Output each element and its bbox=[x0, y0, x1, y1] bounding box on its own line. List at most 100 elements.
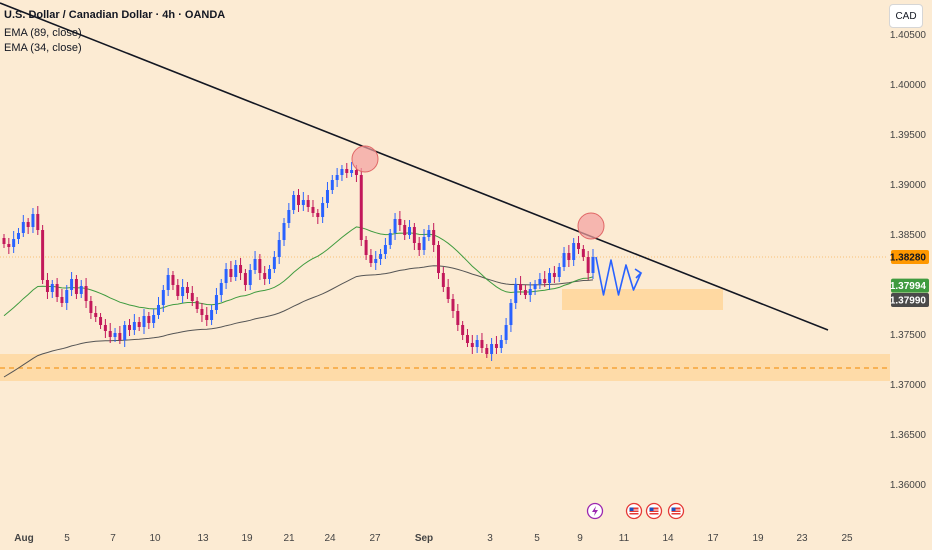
projected-path-arrow bbox=[595, 256, 642, 296]
candle bbox=[519, 284, 523, 290]
currency-button[interactable]: CAD bbox=[889, 4, 923, 28]
candle bbox=[156, 305, 160, 315]
price-tag bbox=[891, 250, 929, 264]
candle bbox=[45, 280, 49, 292]
candle bbox=[70, 279, 74, 290]
candle bbox=[451, 299, 455, 311]
flag-stripe bbox=[629, 509, 639, 511]
candle bbox=[393, 219, 397, 233]
candle bbox=[152, 315, 156, 323]
candle bbox=[41, 230, 45, 280]
flag-canton bbox=[629, 507, 634, 511]
candle bbox=[586, 257, 590, 273]
candle bbox=[306, 200, 310, 207]
x-tick-label: 19 bbox=[752, 533, 764, 544]
y-tick-label: 1.39500 bbox=[890, 130, 927, 141]
candle bbox=[292, 195, 296, 210]
candle bbox=[441, 273, 445, 287]
candle bbox=[350, 170, 354, 173]
target-zone bbox=[562, 289, 723, 310]
flag-canton bbox=[649, 507, 654, 511]
candle bbox=[581, 249, 585, 257]
ema-89-legend[interactable]: EMA (89, close) bbox=[4, 27, 82, 39]
y-tick-label: 1.37500 bbox=[890, 330, 927, 341]
ema-89-line bbox=[3, 265, 594, 378]
x-tick-label: 21 bbox=[283, 533, 295, 544]
candle bbox=[446, 287, 450, 299]
candle bbox=[340, 169, 344, 175]
x-tick-label: 14 bbox=[662, 533, 674, 544]
candle bbox=[74, 279, 78, 294]
candle bbox=[383, 245, 387, 254]
flash-glyph bbox=[592, 506, 598, 516]
price-tag bbox=[891, 293, 929, 307]
candle bbox=[118, 333, 122, 340]
candle bbox=[335, 175, 339, 180]
candle bbox=[461, 325, 465, 335]
candle bbox=[509, 303, 513, 325]
candle bbox=[364, 240, 368, 255]
candle bbox=[422, 237, 426, 250]
flag-stripe bbox=[649, 512, 659, 513]
descending-trendline[interactable] bbox=[0, 2, 829, 331]
candle bbox=[219, 283, 223, 295]
candle bbox=[465, 335, 469, 343]
candle bbox=[456, 311, 460, 325]
candle bbox=[282, 223, 286, 240]
candle bbox=[132, 322, 136, 330]
candle bbox=[2, 238, 6, 244]
candle bbox=[253, 259, 257, 270]
candle bbox=[345, 169, 349, 173]
candle bbox=[123, 325, 127, 340]
candle bbox=[325, 190, 329, 203]
candle bbox=[26, 222, 30, 227]
candle bbox=[417, 243, 421, 250]
candle bbox=[499, 340, 503, 348]
flag-stripes bbox=[629, 507, 639, 515]
candle bbox=[108, 331, 112, 337]
y-tick-label: 1.38500 bbox=[890, 230, 927, 241]
candle bbox=[258, 259, 262, 273]
price-tag-label: 1.37994 bbox=[890, 281, 927, 292]
candle bbox=[403, 225, 407, 235]
candle bbox=[485, 348, 489, 354]
arrow-head-icon bbox=[634, 268, 643, 279]
candle bbox=[185, 287, 189, 293]
flag-stripe bbox=[671, 509, 681, 511]
candle bbox=[99, 317, 103, 325]
candle bbox=[31, 214, 35, 227]
candle bbox=[214, 295, 218, 310]
ema-34-legend[interactable]: EMA (34, close) bbox=[4, 42, 82, 54]
candle bbox=[591, 257, 595, 273]
candle bbox=[7, 244, 11, 247]
flag-stripes bbox=[671, 507, 681, 515]
price-tag bbox=[891, 278, 929, 293]
candle bbox=[176, 285, 180, 296]
price-tag-label: 1.37990 bbox=[890, 296, 927, 307]
candle bbox=[248, 270, 252, 285]
candle bbox=[311, 207, 315, 213]
candle bbox=[494, 344, 498, 348]
x-tick-label: 25 bbox=[841, 533, 853, 544]
candle bbox=[287, 210, 291, 223]
x-tick-label: Aug bbox=[14, 533, 33, 544]
candle bbox=[200, 309, 204, 315]
candle bbox=[128, 325, 132, 330]
candle bbox=[437, 245, 441, 273]
x-tick-label: 7 bbox=[110, 533, 116, 544]
candle bbox=[470, 343, 474, 347]
candle bbox=[330, 180, 334, 190]
candle bbox=[562, 253, 566, 267]
candle bbox=[548, 273, 552, 283]
x-tick-label: 24 bbox=[324, 533, 336, 544]
candle bbox=[263, 273, 267, 279]
candle bbox=[79, 286, 83, 294]
candle bbox=[533, 284, 537, 289]
resistance-touch-circle bbox=[351, 145, 379, 173]
candle bbox=[195, 301, 199, 309]
candle bbox=[475, 340, 479, 347]
candle bbox=[142, 316, 146, 327]
candle bbox=[543, 279, 547, 283]
candle bbox=[147, 316, 151, 323]
